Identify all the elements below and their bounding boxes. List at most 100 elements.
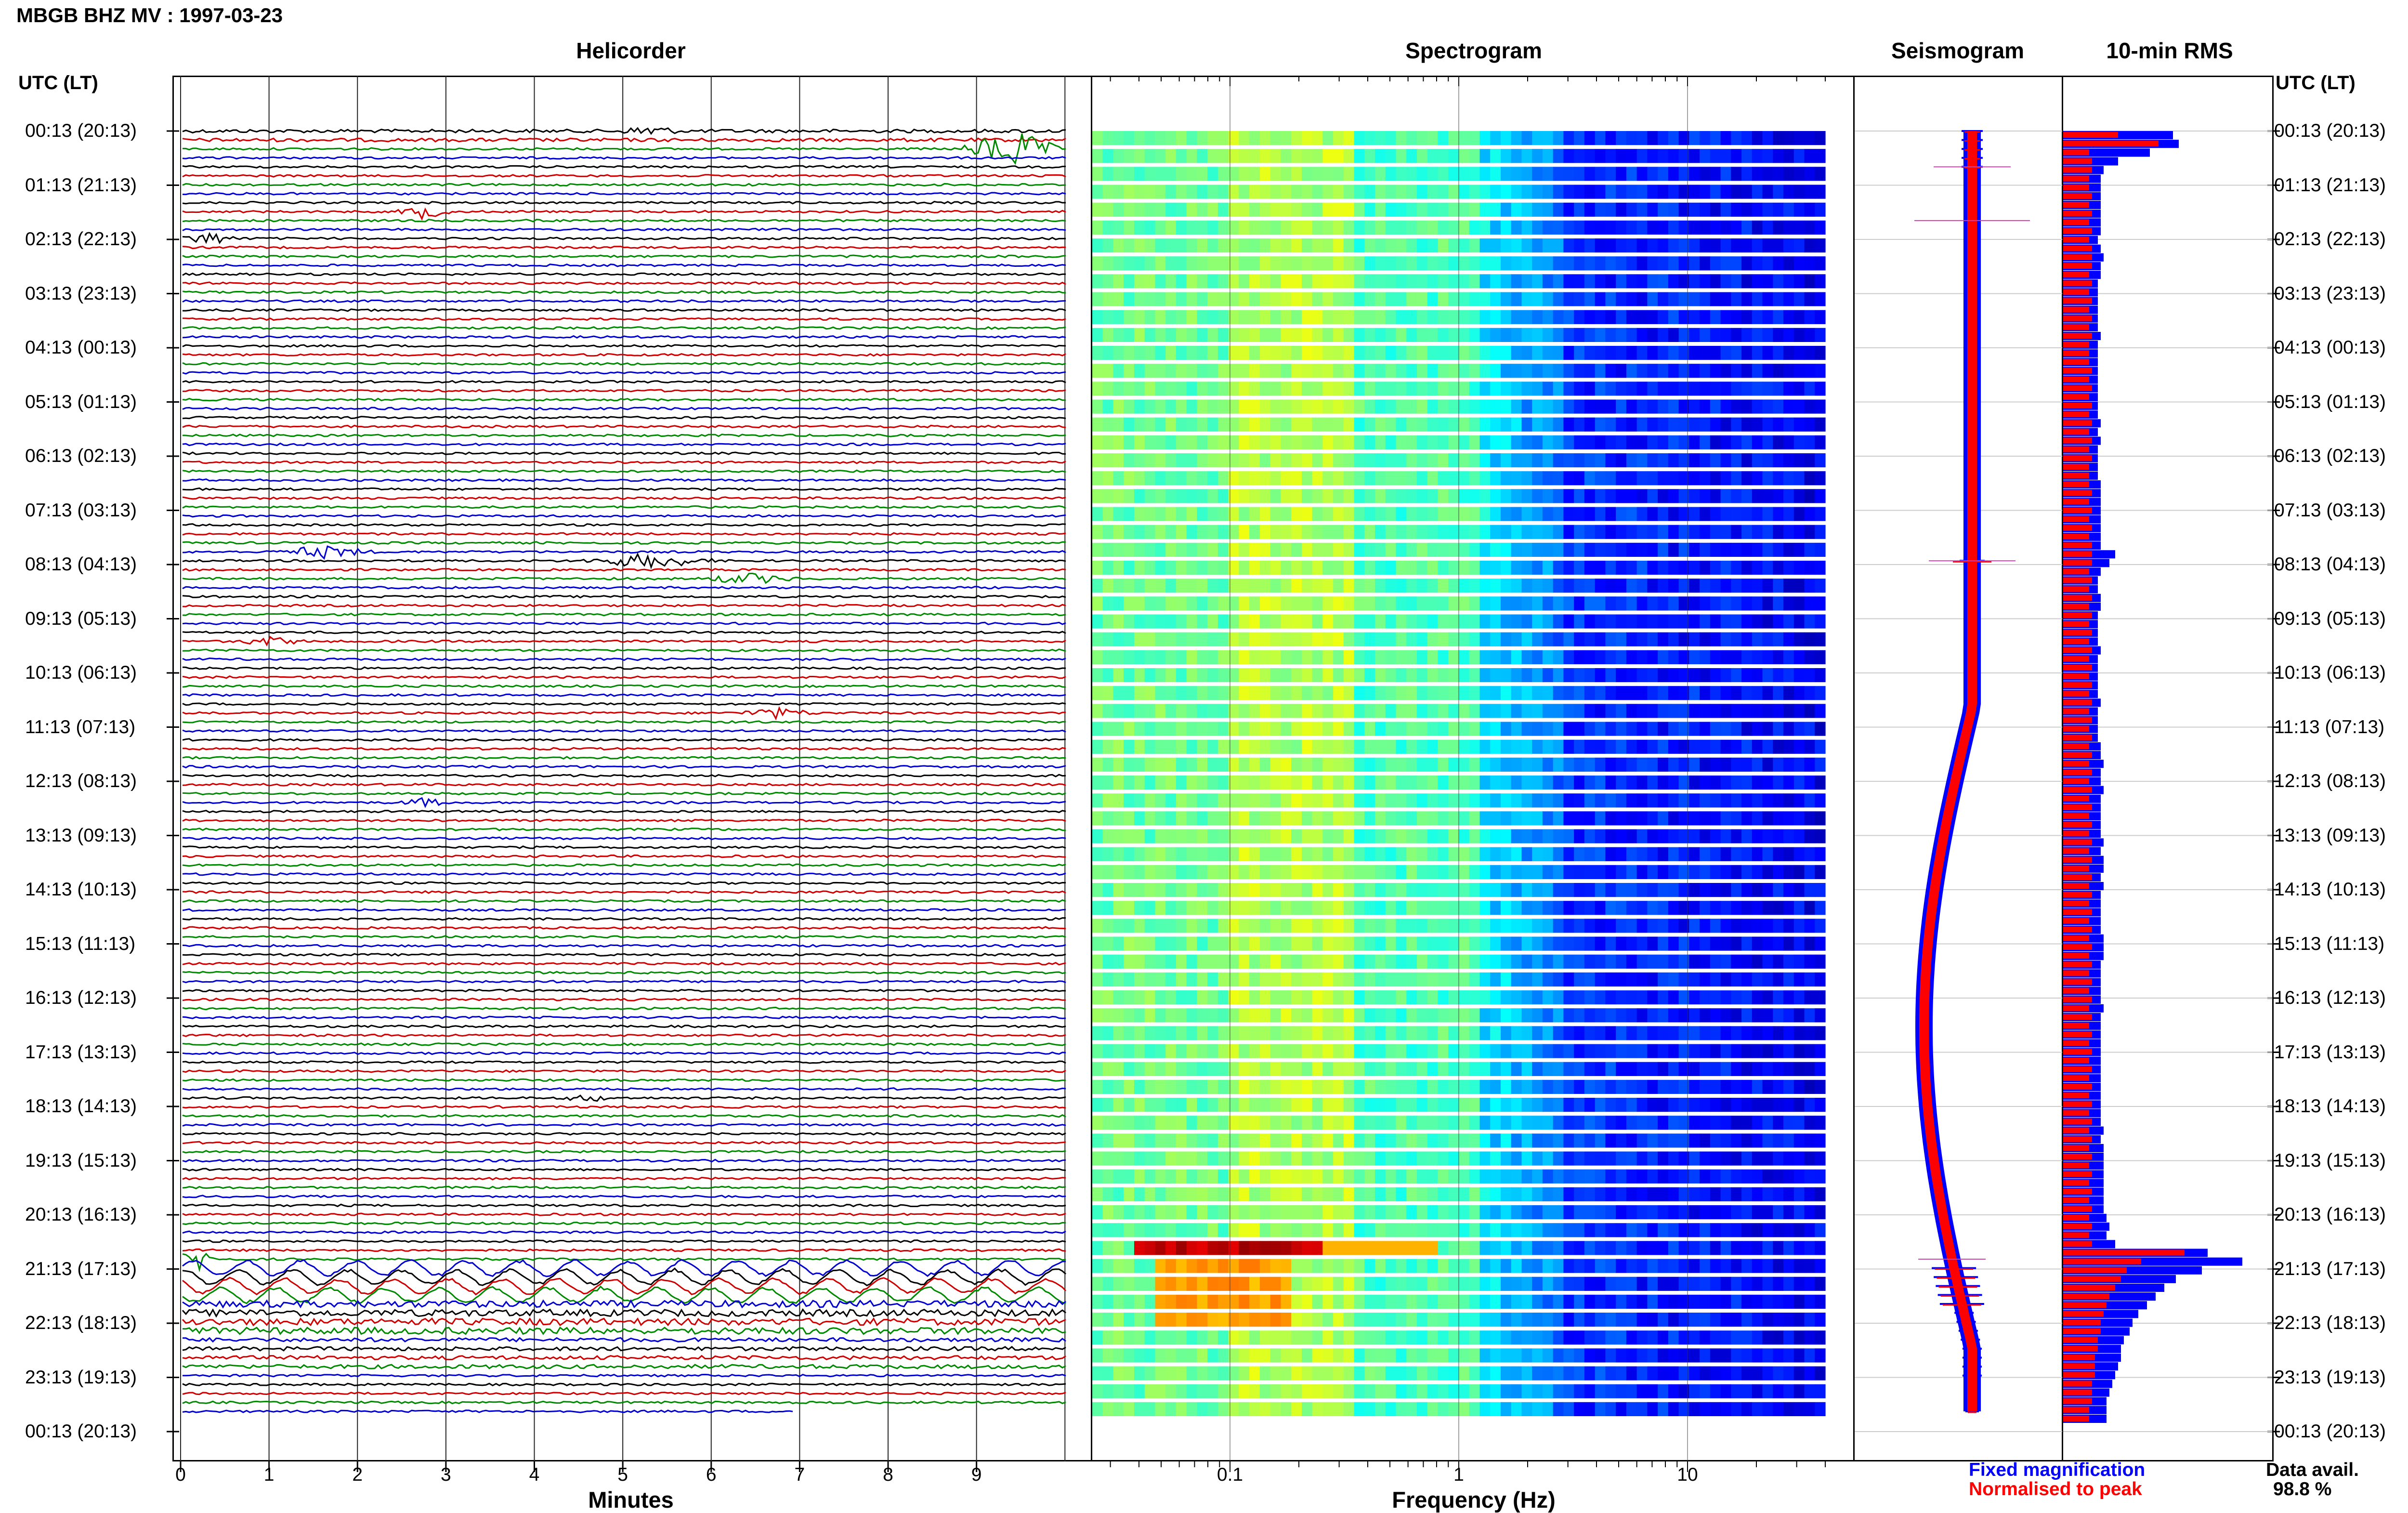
spectrogram-cell xyxy=(1281,579,1291,592)
spectrogram-cell xyxy=(1668,471,1679,485)
spectrogram-cell xyxy=(1134,722,1145,736)
spectrogram-cell xyxy=(1721,507,1731,521)
spectrogram-cell xyxy=(1187,937,1197,951)
spectrogram-cell xyxy=(1773,1116,1783,1130)
spectrogram-cell xyxy=(1249,883,1260,897)
spectrogram-cell xyxy=(1438,650,1449,664)
spectrogram-cell xyxy=(1207,847,1218,861)
spectrogram-cell xyxy=(1773,811,1783,825)
spectrogram-cell xyxy=(1448,811,1459,825)
spectrogram-cell xyxy=(1584,507,1595,521)
spectrogram-cell xyxy=(1322,901,1333,915)
spectrogram-cell xyxy=(1731,1133,1741,1147)
helicorder-trace xyxy=(183,157,1066,159)
spectrogram-cell xyxy=(1763,973,1773,987)
spectrogram-cell xyxy=(1396,382,1407,395)
spectrogram-cell xyxy=(1364,1098,1375,1112)
spectrogram-cell xyxy=(1249,937,1260,951)
spectrogram-cell xyxy=(1522,525,1532,539)
spectrogram-cell xyxy=(1469,811,1480,825)
spectrogram-cell xyxy=(1249,1205,1260,1219)
spectrogram-cell xyxy=(1805,668,1815,682)
spectrogram-cell xyxy=(1815,704,1825,718)
spectrogram-cell xyxy=(1616,883,1626,897)
spectrogram-cell xyxy=(1103,919,1113,933)
spectrogram-cell xyxy=(1616,722,1626,736)
spectrogram-cell xyxy=(1637,686,1648,700)
spectrogram-cell xyxy=(1145,632,1155,646)
spectrogram-cell xyxy=(1448,1277,1459,1291)
spectrogram-cell xyxy=(1511,418,1522,432)
spectrogram-cell xyxy=(1584,328,1595,342)
spectrogram-cell xyxy=(1658,650,1668,664)
spectrogram-cell xyxy=(1417,668,1427,682)
spectrogram-cell xyxy=(1710,310,1721,324)
spectrogram-cell xyxy=(1145,418,1155,432)
spectrogram-cell xyxy=(1741,1026,1752,1040)
spectrogram-cell xyxy=(1689,811,1700,825)
spectrogram-cell xyxy=(1794,686,1805,700)
helicorder-trace xyxy=(183,900,1066,902)
spectrogram-cell xyxy=(1658,615,1668,629)
spectrogram-cell xyxy=(1270,221,1281,235)
spectrogram-cell xyxy=(1124,919,1134,933)
spectrogram-cell xyxy=(1406,1223,1417,1237)
spectrogram-cell xyxy=(1270,525,1281,539)
spectrogram-cell xyxy=(1302,1259,1312,1273)
spectrogram-cell xyxy=(1574,185,1584,199)
spectrogram-cell xyxy=(1291,131,1302,145)
spectrogram-cell xyxy=(1249,722,1260,736)
spectrogram-cell xyxy=(1731,203,1741,217)
spectrogram-cell xyxy=(1783,346,1794,360)
spectrogram-cell xyxy=(1417,793,1427,807)
spectrogram-cell xyxy=(1522,1277,1532,1291)
spectrogram-cell xyxy=(1375,704,1386,718)
spectrogram-cell xyxy=(1207,632,1218,646)
spectrogram-cell xyxy=(1815,364,1825,378)
spectrogram-cell xyxy=(1480,471,1491,485)
spectrogram-cell xyxy=(1165,310,1176,324)
spectrogram-cell xyxy=(1260,596,1270,610)
helicorder-trace xyxy=(183,255,1066,257)
spectrogram-cell xyxy=(1522,1295,1532,1309)
spectrogram-cell xyxy=(1218,990,1229,1004)
spectrogram-cell xyxy=(1543,1062,1553,1076)
spectrogram-cell xyxy=(1092,937,1103,951)
spectrogram-cell xyxy=(1092,400,1103,414)
spectrogram-cell xyxy=(1647,1044,1658,1058)
spectrogram-cell xyxy=(1626,1152,1637,1166)
spectrogram-cell xyxy=(1312,811,1323,825)
spectrogram-cell xyxy=(1626,1205,1637,1219)
spectrogram-cell xyxy=(1490,400,1501,414)
helicorder-trace xyxy=(183,228,1066,230)
spectrogram-cell xyxy=(1710,615,1721,629)
spectrogram-cell xyxy=(1511,668,1522,682)
spectrogram-cell xyxy=(1448,596,1459,610)
spectrogram-cell xyxy=(1783,1026,1794,1040)
spectrogram-cell xyxy=(1386,758,1396,772)
spectrogram-cell xyxy=(1501,1277,1511,1291)
spectrogram-cell xyxy=(1553,525,1564,539)
spectrogram-cell xyxy=(1689,615,1700,629)
spectrogram-cell xyxy=(1291,722,1302,736)
spectrogram-cell xyxy=(1710,256,1721,270)
spectrogram-cell xyxy=(1207,1080,1218,1094)
spectrogram-cell xyxy=(1689,1133,1700,1147)
spectrogram-cell xyxy=(1805,131,1815,145)
spectrogram-cell xyxy=(1260,579,1270,592)
spectrogram-cell xyxy=(1574,1205,1584,1219)
spectrogram-cell xyxy=(1364,740,1375,754)
spectrogram-cell xyxy=(1218,722,1229,736)
spectrogram-cell xyxy=(1605,256,1616,270)
spectrogram-cell xyxy=(1689,650,1700,664)
spectrogram-cell xyxy=(1134,400,1145,414)
spectrogram-cell xyxy=(1427,1152,1438,1166)
helicorder-trace xyxy=(183,1061,1066,1063)
spectrogram-cell xyxy=(1417,615,1427,629)
spectrogram-cell xyxy=(1113,310,1124,324)
spectrogram-cell xyxy=(1763,704,1773,718)
spectrogram-cell xyxy=(1103,1170,1113,1184)
spectrogram-cell xyxy=(1574,758,1584,772)
spectrogram-cell xyxy=(1721,435,1731,449)
spectrogram-cell xyxy=(1333,149,1344,163)
